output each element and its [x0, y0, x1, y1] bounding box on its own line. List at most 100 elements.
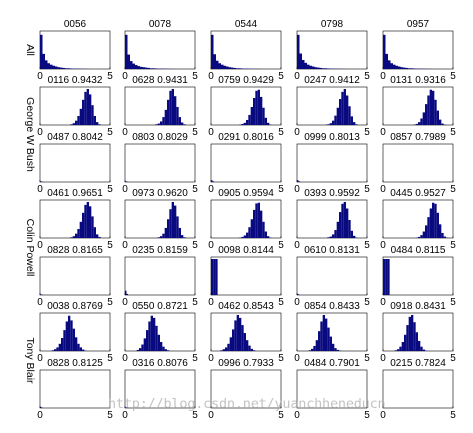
panel-r1-c0: 0116 0.9432 0 5	[37, 75, 113, 138]
histogram-bar	[334, 348, 337, 351]
panel-title: 0610 0.8131	[304, 245, 360, 256]
histogram-bar	[77, 343, 80, 351]
histogram-bar	[329, 236, 332, 238]
histogram-bar	[319, 67, 322, 69]
histogram-bar	[174, 96, 177, 125]
histogram-bar	[79, 108, 82, 125]
histogram-bar	[47, 63, 50, 69]
histogram-bar	[45, 60, 48, 69]
histogram-bar	[332, 234, 335, 238]
histogram-bar	[157, 123, 160, 125]
histogram-bar	[160, 342, 163, 351]
histogram-bar	[350, 230, 353, 238]
x-tick-label: 5	[364, 410, 370, 421]
histogram-bar	[400, 67, 403, 69]
histogram-bar	[443, 236, 446, 238]
histogram-bar	[239, 317, 242, 351]
histogram-bar	[387, 259, 390, 295]
histogram-bar	[125, 34, 128, 69]
x-tick-label: 5	[107, 184, 113, 195]
x-tick-label: 0	[294, 353, 300, 364]
histogram-bar	[150, 68, 153, 69]
histogram-bar	[313, 345, 316, 351]
histogram-bar	[439, 119, 442, 125]
x-tick-label: 5	[107, 353, 113, 364]
panel-r1-c3: 0247 0.9412 0 5	[294, 75, 370, 138]
histogram-bar	[211, 180, 213, 182]
panel-r1-c2: 0759 0.9429 0 5	[208, 75, 284, 138]
histogram-bar	[162, 346, 165, 351]
histogram-bar	[255, 90, 258, 125]
histogram-bar	[84, 91, 87, 125]
x-tick-label: 5	[107, 127, 113, 138]
row-label: George W Bush	[24, 97, 36, 172]
x-tick-label: 5	[192, 353, 198, 364]
histogram-bar	[86, 202, 89, 238]
x-tick-label: 5	[192, 184, 198, 195]
histogram-bar	[70, 237, 73, 238]
panel-frame	[382, 86, 454, 126]
histogram-bar	[311, 348, 314, 351]
panel-frame	[124, 199, 196, 239]
histogram-bar	[56, 347, 59, 351]
panel-title: 0445 0.9527	[390, 188, 446, 199]
histogram-bar	[167, 99, 170, 125]
histogram-bar	[137, 66, 140, 69]
x-tick-label: 0	[294, 410, 300, 421]
histogram-bar	[413, 322, 416, 351]
histogram-bar	[145, 67, 148, 69]
panel-r6-c3: 0484 0.7901 0 5	[294, 358, 370, 421]
histogram-bar	[155, 325, 158, 351]
x-tick-label: 5	[192, 127, 198, 138]
histogram-bar	[312, 66, 315, 69]
x-tick-label: 0	[37, 127, 43, 138]
histogram-bar	[181, 122, 184, 125]
histogram-bar	[434, 203, 437, 238]
histogram-bar	[415, 332, 418, 351]
panel-r1-c1: 0628 0.9431 0 5	[122, 75, 198, 138]
histogram-bar	[162, 233, 165, 238]
panel-frame	[124, 143, 196, 183]
x-tick-label: 5	[107, 297, 113, 308]
x-tick-label: 5	[192, 240, 198, 251]
histogram-bar	[246, 340, 249, 351]
histogram-bar	[164, 109, 167, 125]
histogram-bar	[155, 124, 158, 125]
histogram-bar	[405, 67, 408, 69]
histogram-bar	[132, 63, 135, 69]
panel-title: 0461 0.9651	[47, 188, 103, 199]
histogram-bar	[147, 67, 150, 69]
panel-r4-c0: 0828 0.8165 0 5	[37, 245, 113, 308]
histogram-bar	[225, 347, 228, 351]
histogram-bar	[267, 236, 270, 238]
panel-title: 0828 0.8125	[47, 358, 103, 369]
histogram-bar	[40, 294, 42, 295]
histogram-bar	[329, 336, 332, 351]
panel-r6-c2: 0996 0.7933 0 5	[208, 358, 284, 421]
histogram-bar	[346, 208, 349, 238]
panel-title: 0291 0.8016	[218, 132, 274, 143]
histogram-bar	[329, 123, 332, 125]
x-tick-label: 5	[450, 71, 456, 82]
histogram-bar	[70, 320, 73, 351]
histogram-bar	[70, 68, 73, 69]
histogram-bar	[241, 325, 244, 351]
x-tick-label: 0	[122, 71, 128, 82]
histogram-bar	[55, 66, 58, 69]
histogram-bar	[167, 219, 170, 238]
histogram-bar	[336, 349, 339, 351]
histogram-bar	[441, 232, 444, 238]
histogram-bar	[241, 236, 244, 238]
histogram-bar	[62, 67, 65, 69]
histogram-bar	[72, 123, 75, 125]
panel-frame	[39, 369, 111, 409]
histogram-bar	[232, 329, 235, 351]
histogram-bar	[146, 330, 149, 351]
panel-title: 0462 0.8543	[218, 301, 274, 312]
panel-title: 0550 0.8721	[132, 301, 188, 312]
histogram-bar	[332, 120, 335, 125]
panel-frame	[296, 86, 368, 126]
histogram-bar	[40, 34, 43, 69]
histogram-bar	[298, 181, 300, 182]
panel-title: 0484 0.8115	[391, 245, 446, 256]
